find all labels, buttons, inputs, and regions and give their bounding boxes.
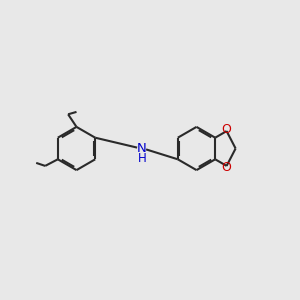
Text: N: N (137, 142, 146, 155)
Text: H: H (137, 152, 146, 166)
Text: O: O (222, 160, 232, 174)
Text: O: O (222, 123, 232, 136)
